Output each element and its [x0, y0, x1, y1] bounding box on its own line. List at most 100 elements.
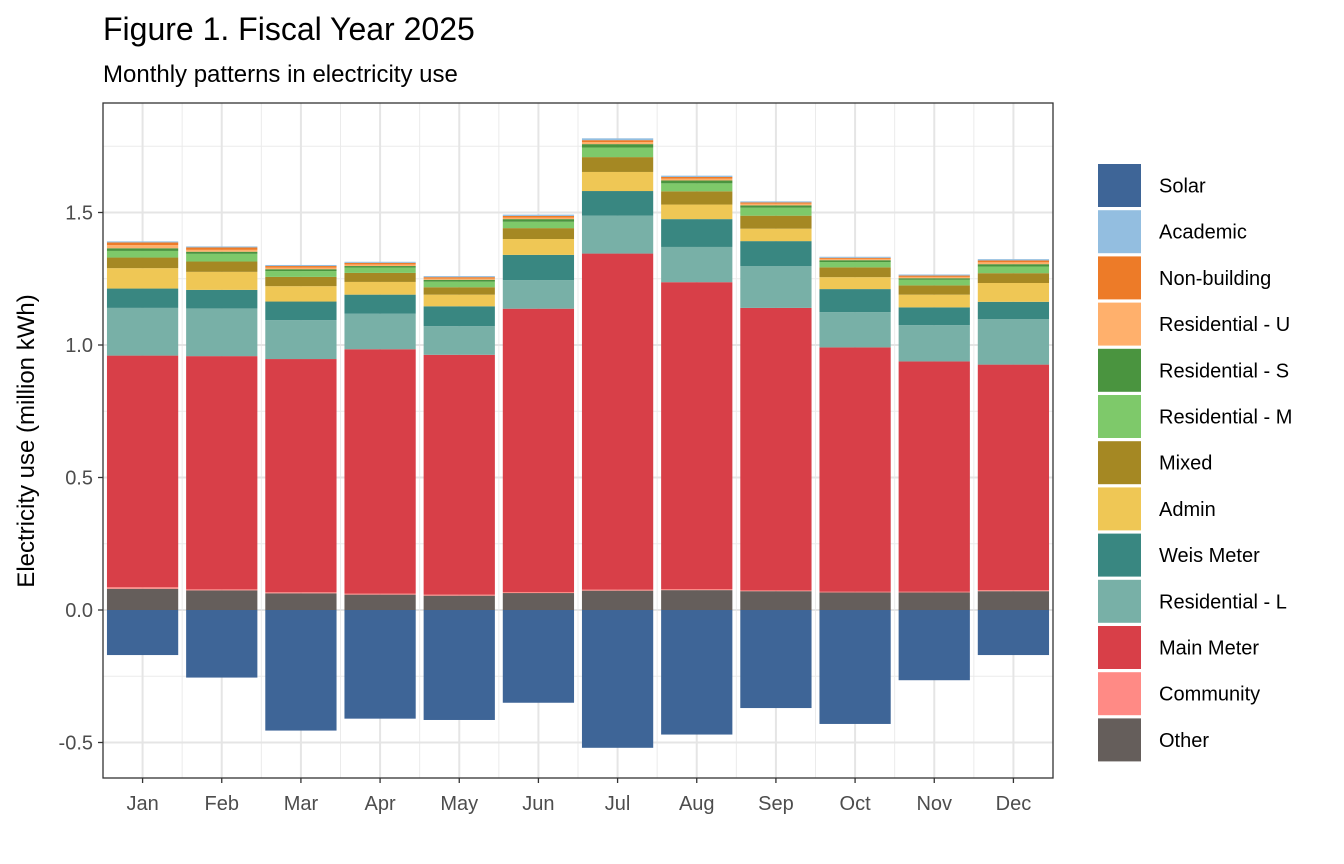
legend-key	[1098, 579, 1141, 623]
x-tick-label: Feb	[205, 793, 239, 815]
axes: -0.5 0.0 0.5 1.0 1.5 Jan Feb Mar Apr May Jun Jul Aug…	[59, 203, 1032, 816]
bar-segment-residential-s-sep: Residential - S Sep: 0.009	[740, 205, 812, 208]
legend-key	[1098, 348, 1141, 392]
x-tick-label: Mar	[284, 793, 319, 815]
x-tick-label: Dec	[996, 793, 1032, 815]
bar-segment-admin-oct: Admin Oct: 0.045	[819, 277, 891, 290]
y-axis-title: Electricity use (million kWh)	[13, 294, 40, 587]
x-tick-label: May	[440, 793, 478, 815]
bar-segment-community-apr: Community Apr: 0.004	[344, 593, 416, 595]
bar-segment-mixed-dec: Mixed Dec: 0.037	[977, 273, 1050, 283]
legend: Solar Academic Non-building Residential - U…	[1098, 164, 1292, 762]
legend-item: Solar	[1098, 164, 1206, 207]
bar-segment-main-meter-apr: Main Meter Apr: 0.922	[344, 349, 416, 594]
bar-segment-academic-jan: Academic Jan: 0.004	[106, 241, 179, 243]
x-tick-label: Sep	[758, 793, 794, 815]
bar-segment-weis-meter-oct: Weis Meter Oct: 0.087	[819, 289, 891, 313]
bar-segment-non-building-mar: Non-building Mar: 0.006	[265, 266, 337, 268]
bar-segment-community-mar: Community Mar: 0.004	[265, 592, 337, 594]
bar-segment-weis-meter-aug: Weis Meter Aug: 0.105	[661, 219, 733, 247]
bar-segment-residential-s-oct: Residential - S Oct: 0.007	[819, 260, 891, 263]
bar-segment-residential-s-jun: Residential - S Jun: 0.01	[502, 219, 575, 222]
x-tick-label: Apr	[365, 793, 396, 815]
bar-segment-non-building-dec: Non-building Dec: 0.007	[977, 260, 1050, 263]
x-tick-label: Jul	[605, 793, 631, 815]
legend-label: Admin	[1159, 499, 1216, 521]
bar-segment-residential-m-dec: Residential - M Dec: 0.025	[977, 266, 1050, 274]
bar-segment-community-jun: Community Jun: 0.004	[502, 591, 575, 594]
bar-segment-weis-meter-jul: Weis Meter Jul: 0.093	[581, 191, 654, 216]
bar-segment-academic-jul: Academic Jul: 0.007	[581, 138, 654, 141]
bar-segment-main-meter-jun: Main Meter Jun: 1.069	[502, 308, 575, 592]
legend-item: Admin	[1098, 487, 1216, 531]
bar-segment-community-jan: Community Jan: 0.006	[106, 587, 179, 589]
bar-segment-residential-u-jun: Residential - U Jun: 0.006	[502, 217, 575, 220]
bar-segment-solar-mar: Solar Mar: -0.455	[265, 610, 337, 731]
bar-segment-residential-m-sep: Residential - M Sep: 0.03	[740, 207, 812, 216]
bar-segment-solar-jan: Solar Jan: -0.17	[106, 610, 179, 656]
bar-segment-other-feb: Other Feb: 0.074	[186, 590, 258, 610]
bar-segment-residential-l-mar: Residential - L Mar: 0.147	[265, 320, 337, 360]
bar-segment-residential-m-nov: Residential - M Nov: 0.021	[898, 279, 970, 286]
bar-segment-academic-may: Academic May: 0.004	[423, 276, 495, 278]
bar-segment-other-sep: Other Sep: 0.071	[740, 591, 812, 610]
x-tick-label: Oct	[840, 793, 872, 815]
x-tick-label: Jan	[126, 793, 158, 815]
bar-segment-weis-meter-mar: Weis Meter Mar: 0.07	[265, 301, 337, 321]
legend-item: Residential - M	[1098, 395, 1292, 438]
legend-label: Non-building	[1159, 268, 1271, 290]
bar-segment-non-building-apr: Non-building Apr: 0.006	[344, 262, 416, 265]
bar-segment-weis-meter-sep: Weis Meter Sep: 0.094	[740, 241, 812, 267]
bar-segment-community-oct: Community Oct: 0.003	[819, 591, 891, 593]
bar-segment-main-meter-dec: Main Meter Dec: 0.851	[977, 364, 1050, 591]
bar-segment-solar-nov: Solar Nov: -0.265	[898, 610, 970, 681]
legend-item: Academic	[1098, 210, 1247, 254]
bar-segment-residential-u-nov: Residential - U Nov: 0.005	[898, 276, 970, 279]
bar-segment-non-building-oct: Non-building Oct: 0.004	[819, 257, 891, 259]
bar-segment-admin-may: Admin May: 0.044	[423, 294, 495, 307]
bar-segment-community-feb: Community Feb: 0.004	[186, 589, 258, 591]
legend-label: Residential - M	[1159, 407, 1292, 429]
legend-item: Other	[1098, 718, 1209, 762]
bar-segment-weis-meter-jan: Weis Meter Jan: 0.073	[106, 288, 179, 308]
bar-segment-academic-jun: Academic Jun: 0.005	[502, 214, 575, 216]
bar-segment-residential-l-dec: Residential - L Dec: 0.172	[977, 319, 1050, 365]
y-tick-label: 1.5	[65, 203, 93, 225]
bar-segment-residential-s-nov: Residential - S Nov: 0.006	[898, 278, 970, 280]
legend-label: Residential - S	[1159, 360, 1289, 382]
bar-segment-other-jul: Other Jul: 0.073	[581, 590, 654, 610]
bar-segment-non-building-jul: Non-building Jul: 0.007	[581, 140, 654, 143]
bar-segment-academic-sep: Academic Sep: 0.004	[740, 201, 812, 203]
legend-item: Weis Meter	[1098, 533, 1260, 577]
bar-segment-main-meter-oct: Main Meter Oct: 0.922	[819, 347, 891, 592]
bar-segment-weis-meter-may: Weis Meter May: 0.075	[423, 306, 495, 327]
bar-segment-residential-s-jul: Residential - S Jul: 0.013	[581, 144, 654, 148]
bar-segment-mixed-apr: Mixed Apr: 0.034	[344, 272, 416, 282]
bar-segment-solar-sep: Solar Sep: -0.37	[740, 610, 812, 709]
bar-segment-mixed-mar: Mixed Mar: 0.035	[265, 276, 337, 287]
bar-segment-community-aug: Community Aug: 0.004	[661, 589, 733, 591]
bar-segment-academic-aug: Academic Aug: 0.005	[661, 175, 733, 177]
bar-segment-academic-nov: Academic Nov: 0.004	[898, 274, 970, 276]
bar-segment-solar-aug: Solar Aug: -0.47	[661, 610, 733, 735]
bar-segment-solar-apr: Solar Apr: -0.41	[344, 610, 416, 719]
legend-label: Main Meter	[1159, 638, 1259, 660]
legend-key	[1098, 487, 1141, 531]
bar-segment-residential-s-jan: Residential - S Jan: 0.01	[106, 248, 179, 251]
bar-segment-weis-meter-apr: Weis Meter Apr: 0.072	[344, 294, 416, 314]
bar-segment-academic-apr: Academic Apr: 0.004	[344, 261, 416, 263]
bar-segment-non-building-feb: Non-building Feb: 0.009	[186, 247, 258, 250]
bar-segment-residential-s-feb: Residential - S Feb: 0.008	[186, 251, 258, 254]
bar-segment-non-building-jan: Non-building Jan: 0.01	[106, 242, 179, 246]
legend-key	[1098, 210, 1141, 254]
bar-segment-residential-m-may: Residential - M May: 0.021	[423, 281, 495, 288]
bar-segment-community-dec: Community Dec: 0.004	[977, 590, 1050, 592]
bar-segment-residential-l-may: Residential - L May: 0.108	[423, 326, 495, 355]
bar-segment-admin-jun: Admin Jun: 0.06	[502, 239, 575, 255]
bar-segment-other-apr: Other Apr: 0.058	[344, 594, 416, 610]
bar-segment-admin-mar: Admin Mar: 0.058	[265, 286, 337, 302]
legend-item: Mixed	[1098, 441, 1212, 485]
y-tick-label: 1.0	[65, 335, 93, 357]
bar-segment-mixed-may: Mixed May: 0.028	[423, 287, 495, 295]
bar-segment-admin-sep: Admin Sep: 0.047	[740, 228, 812, 242]
